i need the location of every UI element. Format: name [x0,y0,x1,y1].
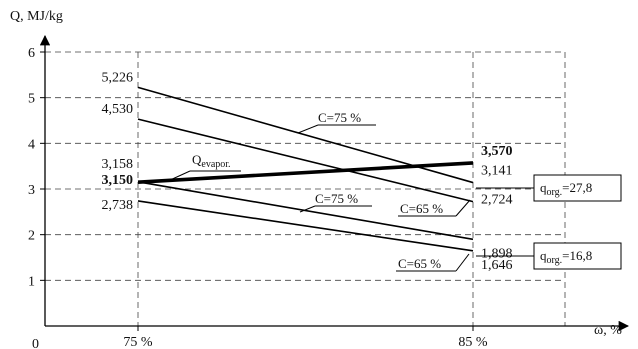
svg-text:C=75 %: C=75 % [318,110,361,125]
annotation-c65-top: C=65 % [398,199,471,217]
qorg-box-high: qorg.=27,8 [476,174,622,202]
annotation-c65-bottom: C=65 % [396,253,470,272]
series-line [137,180,474,241]
y-tick-label: 5 [28,92,35,107]
series-lines [137,86,474,252]
annotation-c75-top: C=75 % [297,110,376,134]
point-label-left: 5,226 [102,70,134,85]
y-tick-label: 3 [28,183,35,198]
svg-text:qorg.=16,8: qorg.=16,8 [540,248,592,266]
y-tick-label: 2 [28,229,35,244]
svg-text:Qevapor.: Qevapor. [192,152,231,170]
y-axis-label: Q, MJ/kg [10,9,63,24]
grid [45,51,566,326]
qorg-box-low: qorg.=16,8 [476,242,622,270]
annotation-c75-bottom: C=75 % [299,191,372,213]
origin-label: 0 [32,337,39,349]
svg-text:C=65 %: C=65 % [400,201,443,216]
point-label-right: 2,724 [481,193,513,208]
x-tick-label: 75 % [123,335,153,349]
point-label-left: 3,158 [102,157,134,172]
y-tick-label: 6 [28,46,35,61]
point-label-right: 1,646 [481,258,513,273]
series-line [137,200,474,252]
annotation-q-evapor: Qevapor. [167,152,241,182]
series-line [137,118,474,203]
svg-text:C=65 %: C=65 % [398,256,441,271]
svg-text:C=75 %: C=75 % [315,191,358,206]
tick-labels: 1 2 3 4 5 6 75 % 85 % [28,46,488,349]
series-line [137,86,474,184]
y-tick-label: 4 [28,137,35,152]
point-label-left: 4,530 [102,102,134,117]
point-label-right: 3,570 [481,144,513,159]
point-label-right: 3,141 [481,164,513,179]
x-tick-label: 85 % [458,335,488,349]
point-label-left: 2,738 [102,198,134,213]
axes [39,34,630,332]
y-tick-label: 1 [28,274,35,289]
svg-text:qorg.=27,8: qorg.=27,8 [540,180,592,198]
series-line-evapor [137,161,474,184]
point-label-left: 3,150 [102,173,134,188]
x-axis-label: ω, % [594,323,622,338]
point-label-right: 1,898 [481,246,513,261]
point-labels: 5,226 3,141 4,530 2,724 3,158 1,898 2,738 1,646… [102,70,513,272]
